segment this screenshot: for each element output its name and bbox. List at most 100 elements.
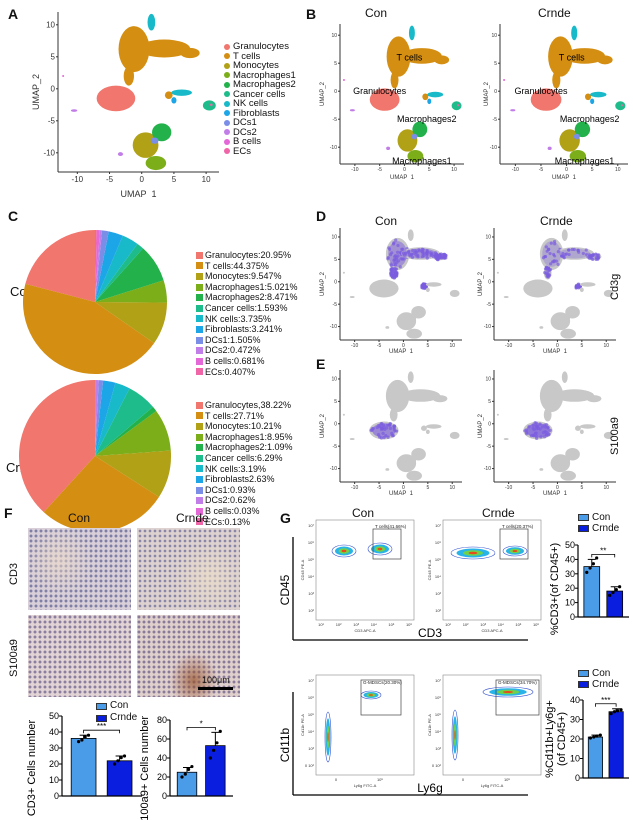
y-tick-label: -5 <box>487 444 492 450</box>
data-point <box>180 775 183 778</box>
flow-y-tick: 10² <box>308 608 314 613</box>
pie-legend-item: DCs1:1.505% <box>196 335 298 346</box>
x-tick-label: 5 <box>426 343 429 349</box>
significance-label: * <box>200 719 203 728</box>
feature-expression-region <box>588 254 600 260</box>
legend-swatch <box>196 423 203 430</box>
flow-y-tick: 10⁴ <box>435 729 441 734</box>
umap-cluster-dcs2 <box>350 109 355 111</box>
density-peak <box>342 550 347 552</box>
umap-cluster-b-cells <box>343 414 345 416</box>
data-point <box>595 556 598 559</box>
pie-legend-con: Granulocytes:20.95% T cells:44.375% Monocy… <box>196 250 298 377</box>
y-tick-label: 0 <box>494 89 497 95</box>
legend-swatch <box>196 315 203 322</box>
legend-label: B cells:0.03% <box>205 506 260 517</box>
data-point <box>599 734 602 737</box>
pie-legend-item: Fibroblasts2.63% <box>196 474 293 485</box>
y-tick-label: 0 <box>54 791 59 801</box>
flow-y-tick: 10⁵ <box>308 712 314 717</box>
pie-charts <box>0 220 200 540</box>
flow-y-tick: 10⁷ <box>308 523 314 528</box>
bar-con <box>177 772 197 796</box>
umap-cluster-dcs1 <box>151 137 159 143</box>
legend-swatch <box>224 44 230 50</box>
flow-y-tick: 10⁵ <box>435 712 441 717</box>
umap-cluster-t-cells <box>587 395 602 402</box>
flow-y-channel: Cd11b PE-A <box>300 714 305 736</box>
y-tick-label: -5 <box>48 116 56 125</box>
f-title-crnde: Crnde <box>176 511 209 525</box>
y-tick-label: -5 <box>493 117 498 123</box>
pie-legend-item: ECs:0.407% <box>196 367 298 378</box>
legend-swatch <box>196 252 203 259</box>
flow-y-tick: 10⁵ <box>308 557 314 562</box>
legend-label: Macrophages1:8.95% <box>205 432 293 443</box>
data-point <box>592 735 595 738</box>
significance-label: *** <box>97 722 106 731</box>
umap-cluster-b-cells <box>503 79 505 81</box>
x-tick-label: -10 <box>512 167 519 173</box>
b-title-con: Con <box>365 6 387 20</box>
pie-legend-item: Fibroblasts:3.241% <box>196 324 298 335</box>
legend-swatch <box>196 358 203 365</box>
y-tick-label: -5 <box>333 302 338 308</box>
cluster-annotation: T cells <box>397 52 423 62</box>
x-tick-label: 5 <box>426 485 429 491</box>
umap-cluster-ecs <box>621 104 623 106</box>
flow-plot-con: 10⁷10⁶10⁵10⁴10³0 10²0 10⁵Ly6g FITC-ACd11b… <box>300 675 414 788</box>
pie-legend-item: B cells:0.681% <box>196 356 298 367</box>
umap-cluster-dcs2 <box>510 109 515 111</box>
x-tick-label: -5 <box>377 167 382 173</box>
feature-expression-region <box>559 249 590 259</box>
umap-cluster-fibroblasts <box>426 288 430 292</box>
legend-swatch <box>196 294 203 301</box>
feature-plot-cd3g-crnde: -10 -5 0 5 10-10-50510UMAP_1UMAP_2 <box>476 226 626 354</box>
feature-label-s100a9: S100a9 <box>609 417 621 455</box>
data-point <box>77 740 80 743</box>
umap-cluster-nk-cells <box>580 282 596 286</box>
y-tick-label: 10 <box>331 235 337 241</box>
x-tick-label: 10 <box>615 167 621 173</box>
y-tick-label: 0 <box>51 84 56 93</box>
data-point <box>184 773 187 776</box>
data-point <box>608 594 611 597</box>
legend-swatch <box>224 72 230 78</box>
flow-y-tick: 10³ <box>308 746 314 751</box>
y-axis-label: S100a9+ Cells number <box>139 716 151 820</box>
umap-cluster-nk-cells <box>580 424 596 428</box>
legend-swatch <box>224 139 230 145</box>
cluster-annotation: Macrophages2 <box>560 114 620 124</box>
legend-label: DCs1:0.93% <box>205 485 256 496</box>
umap-cluster-dcs1 <box>411 134 417 140</box>
x-axis-label: UMAP_1 <box>543 491 568 496</box>
bar-con <box>584 567 600 617</box>
y-tick-label: 40 <box>570 695 580 705</box>
legend-swatch <box>196 455 203 462</box>
pie-legend-item: NK cells:3.735% <box>196 314 298 325</box>
legend-label: Fibroblasts2.63% <box>205 474 275 485</box>
flow-y-channel: Cd11b PE-A <box>427 714 432 736</box>
umap-cluster-ecs <box>457 104 459 106</box>
umap-cluster-fibroblasts <box>590 98 594 104</box>
flow-x-channel: Ly6g FITC-A <box>354 783 377 788</box>
y-tick-label: 5 <box>334 257 337 263</box>
f-title-con: Con <box>68 511 90 525</box>
legend-label: T cells:44.375% <box>205 261 269 272</box>
umap-cluster-dcs2 <box>350 438 355 440</box>
y-tick-label: -5 <box>333 444 338 450</box>
umap-cluster-macrophages1 <box>146 156 167 170</box>
x-tick-label: 5 <box>580 343 583 349</box>
feature-expression-region <box>545 267 551 278</box>
legend-swatch <box>196 284 203 291</box>
gate-label: T cells(41.66%) <box>375 524 407 529</box>
x-tick-label: 0 <box>139 175 144 184</box>
legend-item: ECs <box>224 147 296 157</box>
data-point <box>215 741 218 744</box>
legend-label: ECs:0.13% <box>205 517 250 528</box>
legend-swatch <box>196 465 203 472</box>
b-title-crnde: Crnde <box>538 6 571 20</box>
x-tick-label: 10 <box>449 485 455 491</box>
flow-y-channel: CD45 PE-A <box>427 559 432 580</box>
y-tick-label: 10 <box>331 33 337 39</box>
